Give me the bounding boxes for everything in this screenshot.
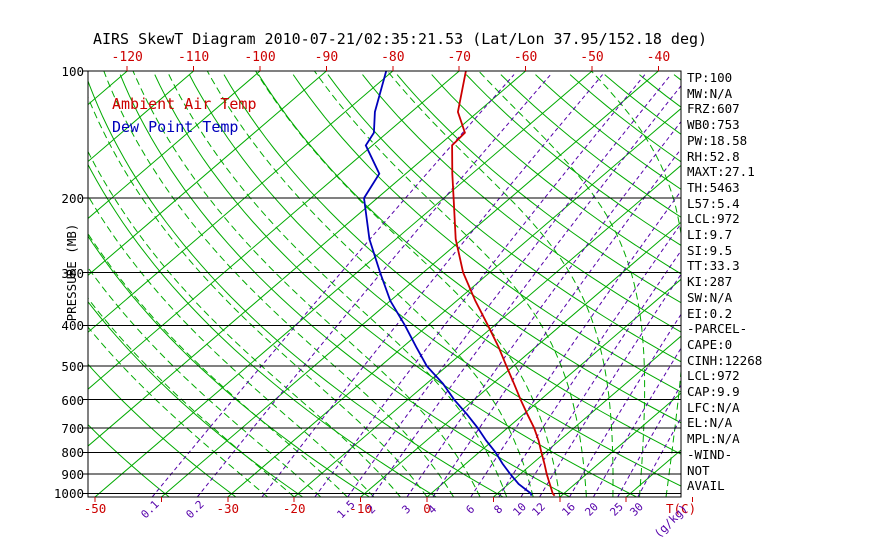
stat-line: LI:9.7	[687, 227, 733, 243]
temperature-unit-label: T(C)	[666, 501, 697, 516]
temperature-curve	[451, 71, 556, 497]
stat-line: SI:9.5	[687, 242, 733, 258]
bottom-temperature-tick: -10	[349, 501, 372, 516]
top-temperature-tick: -100	[244, 50, 276, 65]
top-temperature-tick: -80	[381, 50, 405, 65]
stat-line: RH:52.8	[687, 148, 740, 164]
bottom-temperature-tick: -50	[83, 501, 107, 516]
top-temperature-tick: -40	[646, 50, 671, 65]
isotherm-lines	[88, 71, 681, 497]
stat-line: -WIND-	[687, 446, 733, 462]
top-temperature-tick: -110	[177, 50, 210, 65]
stat-line: PW:18.58	[687, 132, 748, 148]
legend-ambient-air-temp: Ambient Air Temp	[112, 95, 257, 113]
stat-line: TP:100	[687, 70, 733, 85]
stat-line: LFC:N/A	[687, 399, 740, 415]
stat-line: EL:N/A	[687, 415, 733, 431]
pressure-tick-label: 1000	[53, 486, 84, 502]
top-temperature-tick: -60	[513, 50, 538, 65]
pressure-tick-label: 800	[61, 445, 84, 461]
pressure-tick-label: 300	[61, 265, 84, 281]
stat-line: CINH:12268	[687, 352, 763, 368]
stat-line: NOT	[687, 462, 710, 478]
top-temperature-tick: -120	[111, 50, 143, 65]
stat-line: CAPE:0	[687, 336, 733, 352]
legend-dew-point-temp: Dew Point Temp	[112, 118, 239, 136]
mixing-ratio-lines	[151, 74, 681, 497]
top-temperature-tick: -50	[580, 50, 604, 65]
bottom-temperature-tick: 0	[423, 501, 431, 516]
top-temperature-tick: -90	[314, 50, 339, 65]
stat-line: MPL:N/A	[687, 431, 740, 447]
top-temperature-tick: -70	[447, 50, 471, 65]
stat-line: CAP:9.9	[687, 384, 740, 400]
dry-adiabat-lines	[88, 74, 681, 497]
stat-line: MAXT:27.1	[687, 164, 755, 180]
stat-line: EI:0.2	[687, 305, 733, 321]
pressure-tick-label: 900	[61, 467, 84, 483]
stat-line: TT:33.3	[687, 258, 740, 274]
stat-line: KI:287	[687, 274, 733, 290]
profile-curves	[363, 71, 556, 497]
stat-line: WB0:753	[687, 117, 740, 133]
stat-line: LCL:972	[687, 211, 740, 227]
stats-panel: TP:100 MW:N/A FRZ:607 WB0:753 PW:18.58 RH:52.…	[687, 70, 762, 494]
pressure-tick-label: 500	[61, 359, 84, 375]
axis-tick-marks	[82, 66, 694, 502]
bottom-temperature-tick: -30	[216, 501, 240, 516]
stat-line: TH:5463	[687, 179, 740, 195]
stat-line: LCL:972	[687, 368, 740, 384]
moist-adiabat-lines	[88, 71, 681, 497]
stat-line: -PARCEL-	[687, 321, 748, 337]
stat-line: AVAIL	[687, 478, 725, 494]
chart-title: AIRS SkewT Diagram 2010-07-21/02:35:21.5…	[92, 30, 708, 48]
stat-line: L57:5.4	[687, 195, 740, 211]
bottom-temperature-tick: -20	[282, 501, 306, 516]
pressure-tick-label: 700	[61, 420, 84, 436]
plot-frame	[87, 70, 682, 498]
stat-line: SW:N/A	[687, 289, 733, 305]
pressure-tick-label: 600	[61, 392, 84, 408]
pressure-tick-label: 100	[61, 64, 84, 79]
pressure-tick-label: 200	[61, 191, 84, 207]
stat-line: MW:N/A	[687, 85, 733, 101]
dewpoint-curve	[363, 71, 533, 496]
pressure-tick-label: 400	[61, 318, 84, 334]
stat-line: FRZ:607	[687, 101, 740, 117]
